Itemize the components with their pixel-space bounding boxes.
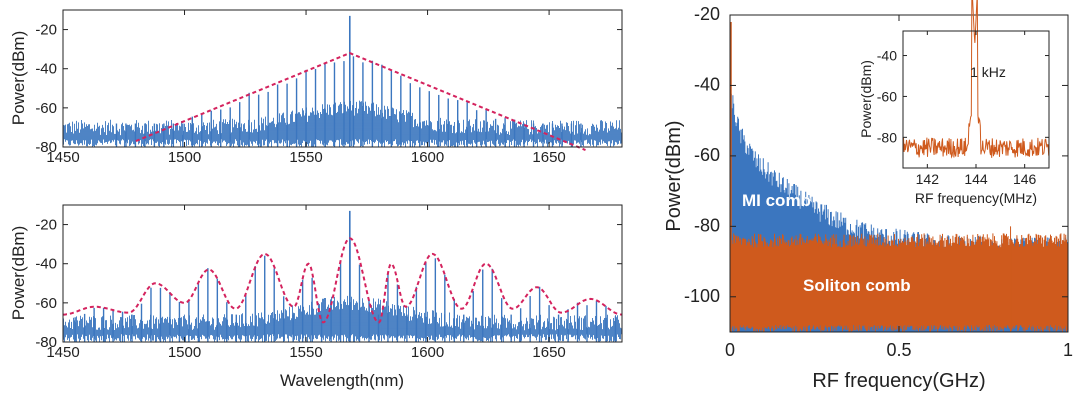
annotation-soliton-comb: Soliton comb xyxy=(803,276,911,295)
r-xtick-label: 0.5 xyxy=(886,340,911,360)
bl-xtick-label: 1500 xyxy=(168,344,201,361)
r-xtick-label: 1 xyxy=(1063,340,1073,360)
tl-xtick-label: 1450 xyxy=(46,149,79,166)
bl-ytick-label: -40 xyxy=(35,256,57,273)
ticks-bottom-left: 1450 1500 1550 1600 1650 -80 -60 -40 -20 xyxy=(35,205,622,361)
ticks-inset: 142 144 146 -80 -60 -40 xyxy=(877,31,1049,187)
annotation-1khz: 1 kHz xyxy=(970,64,1006,80)
bl-xtick-label: 1600 xyxy=(411,344,444,361)
ylabel-right: Power(dBm) xyxy=(663,120,685,231)
annotation-mi-comb: MI comb xyxy=(742,191,811,210)
tl-ytick-label: -60 xyxy=(35,100,57,117)
xlabel-bottom-left: Wavelength(nm) xyxy=(280,371,404,390)
r-ytick-label: -100 xyxy=(684,286,720,306)
r-ytick-label: -20 xyxy=(694,4,720,24)
bl-xtick-label: 1650 xyxy=(532,344,565,361)
bl-xtick-label: 1450 xyxy=(46,344,79,361)
plot-area-bottom-left xyxy=(63,210,623,342)
in-xtick-label: 146 xyxy=(1013,171,1037,187)
tl-xtick-label: 1600 xyxy=(411,149,444,166)
ticks-top-left: 1450 1500 1550 1600 1650 -80 -60 -40 -20 xyxy=(35,10,622,166)
bl-ytick-label: -60 xyxy=(35,295,57,312)
in-xtick-label: 144 xyxy=(964,171,988,187)
in-xtick-label: 142 xyxy=(916,171,940,187)
r-xtick-label: 0 xyxy=(725,340,735,360)
plot-area-inset xyxy=(903,0,1050,159)
r-ytick-label: -80 xyxy=(694,215,720,235)
tl-noise-floor xyxy=(63,100,622,147)
ylabel-inset: Power(dBm) xyxy=(858,60,874,138)
tl-xtick-label: 1550 xyxy=(289,149,322,166)
in-ytick-label: -80 xyxy=(877,129,897,145)
in-ytick-label: -60 xyxy=(877,88,897,104)
inset: 142 144 146 -80 -60 -40 Power(dBm) RF frequen… xyxy=(858,0,1050,206)
tl-ytick-label: -20 xyxy=(35,22,57,39)
panel-right: 0 0.5 1 -100 -80 -60 -40 -20 Power(dBm) RF freq… xyxy=(663,0,1073,392)
ylabel-bottom-left: Power(dBm) xyxy=(9,226,28,320)
panel-bottom-left: 1450 1500 1550 1600 1650 -80 -60 -40 -20 Power(d… xyxy=(9,204,623,390)
axes-frame-bottom-left xyxy=(62,204,623,343)
bl-ytick-label: -80 xyxy=(35,334,57,351)
panel-top-left: 1450 1500 1550 1600 1650 -80 -60 -40 -20 Power(d… xyxy=(9,9,623,166)
tl-xtick-label: 1500 xyxy=(168,149,201,166)
bl-xtick-label: 1550 xyxy=(289,344,322,361)
bl-noise-floor xyxy=(63,295,622,342)
plot-area-top-left xyxy=(63,15,622,152)
tl-ytick-label: -80 xyxy=(35,139,57,156)
ylabel-top-left: Power(dBm) xyxy=(9,31,28,125)
xlabel-right: RF frequency(GHz) xyxy=(812,370,985,392)
in-ytick-label: -40 xyxy=(877,48,897,64)
r-ytick-label: -40 xyxy=(694,74,720,94)
bl-ytick-label: -20 xyxy=(35,217,57,234)
inset-beat-note-trace xyxy=(903,0,1050,159)
ticks-right: 0 0.5 1 -100 -80 -60 -40 -20 xyxy=(684,4,1073,360)
xlabel-inset: RF frequency(MHz) xyxy=(915,190,1037,206)
axes-frame-top-left xyxy=(62,9,623,148)
r-ytick-label: -60 xyxy=(694,145,720,165)
tl-ytick-label: -40 xyxy=(35,61,57,78)
tl-xtick-label: 1650 xyxy=(532,149,565,166)
